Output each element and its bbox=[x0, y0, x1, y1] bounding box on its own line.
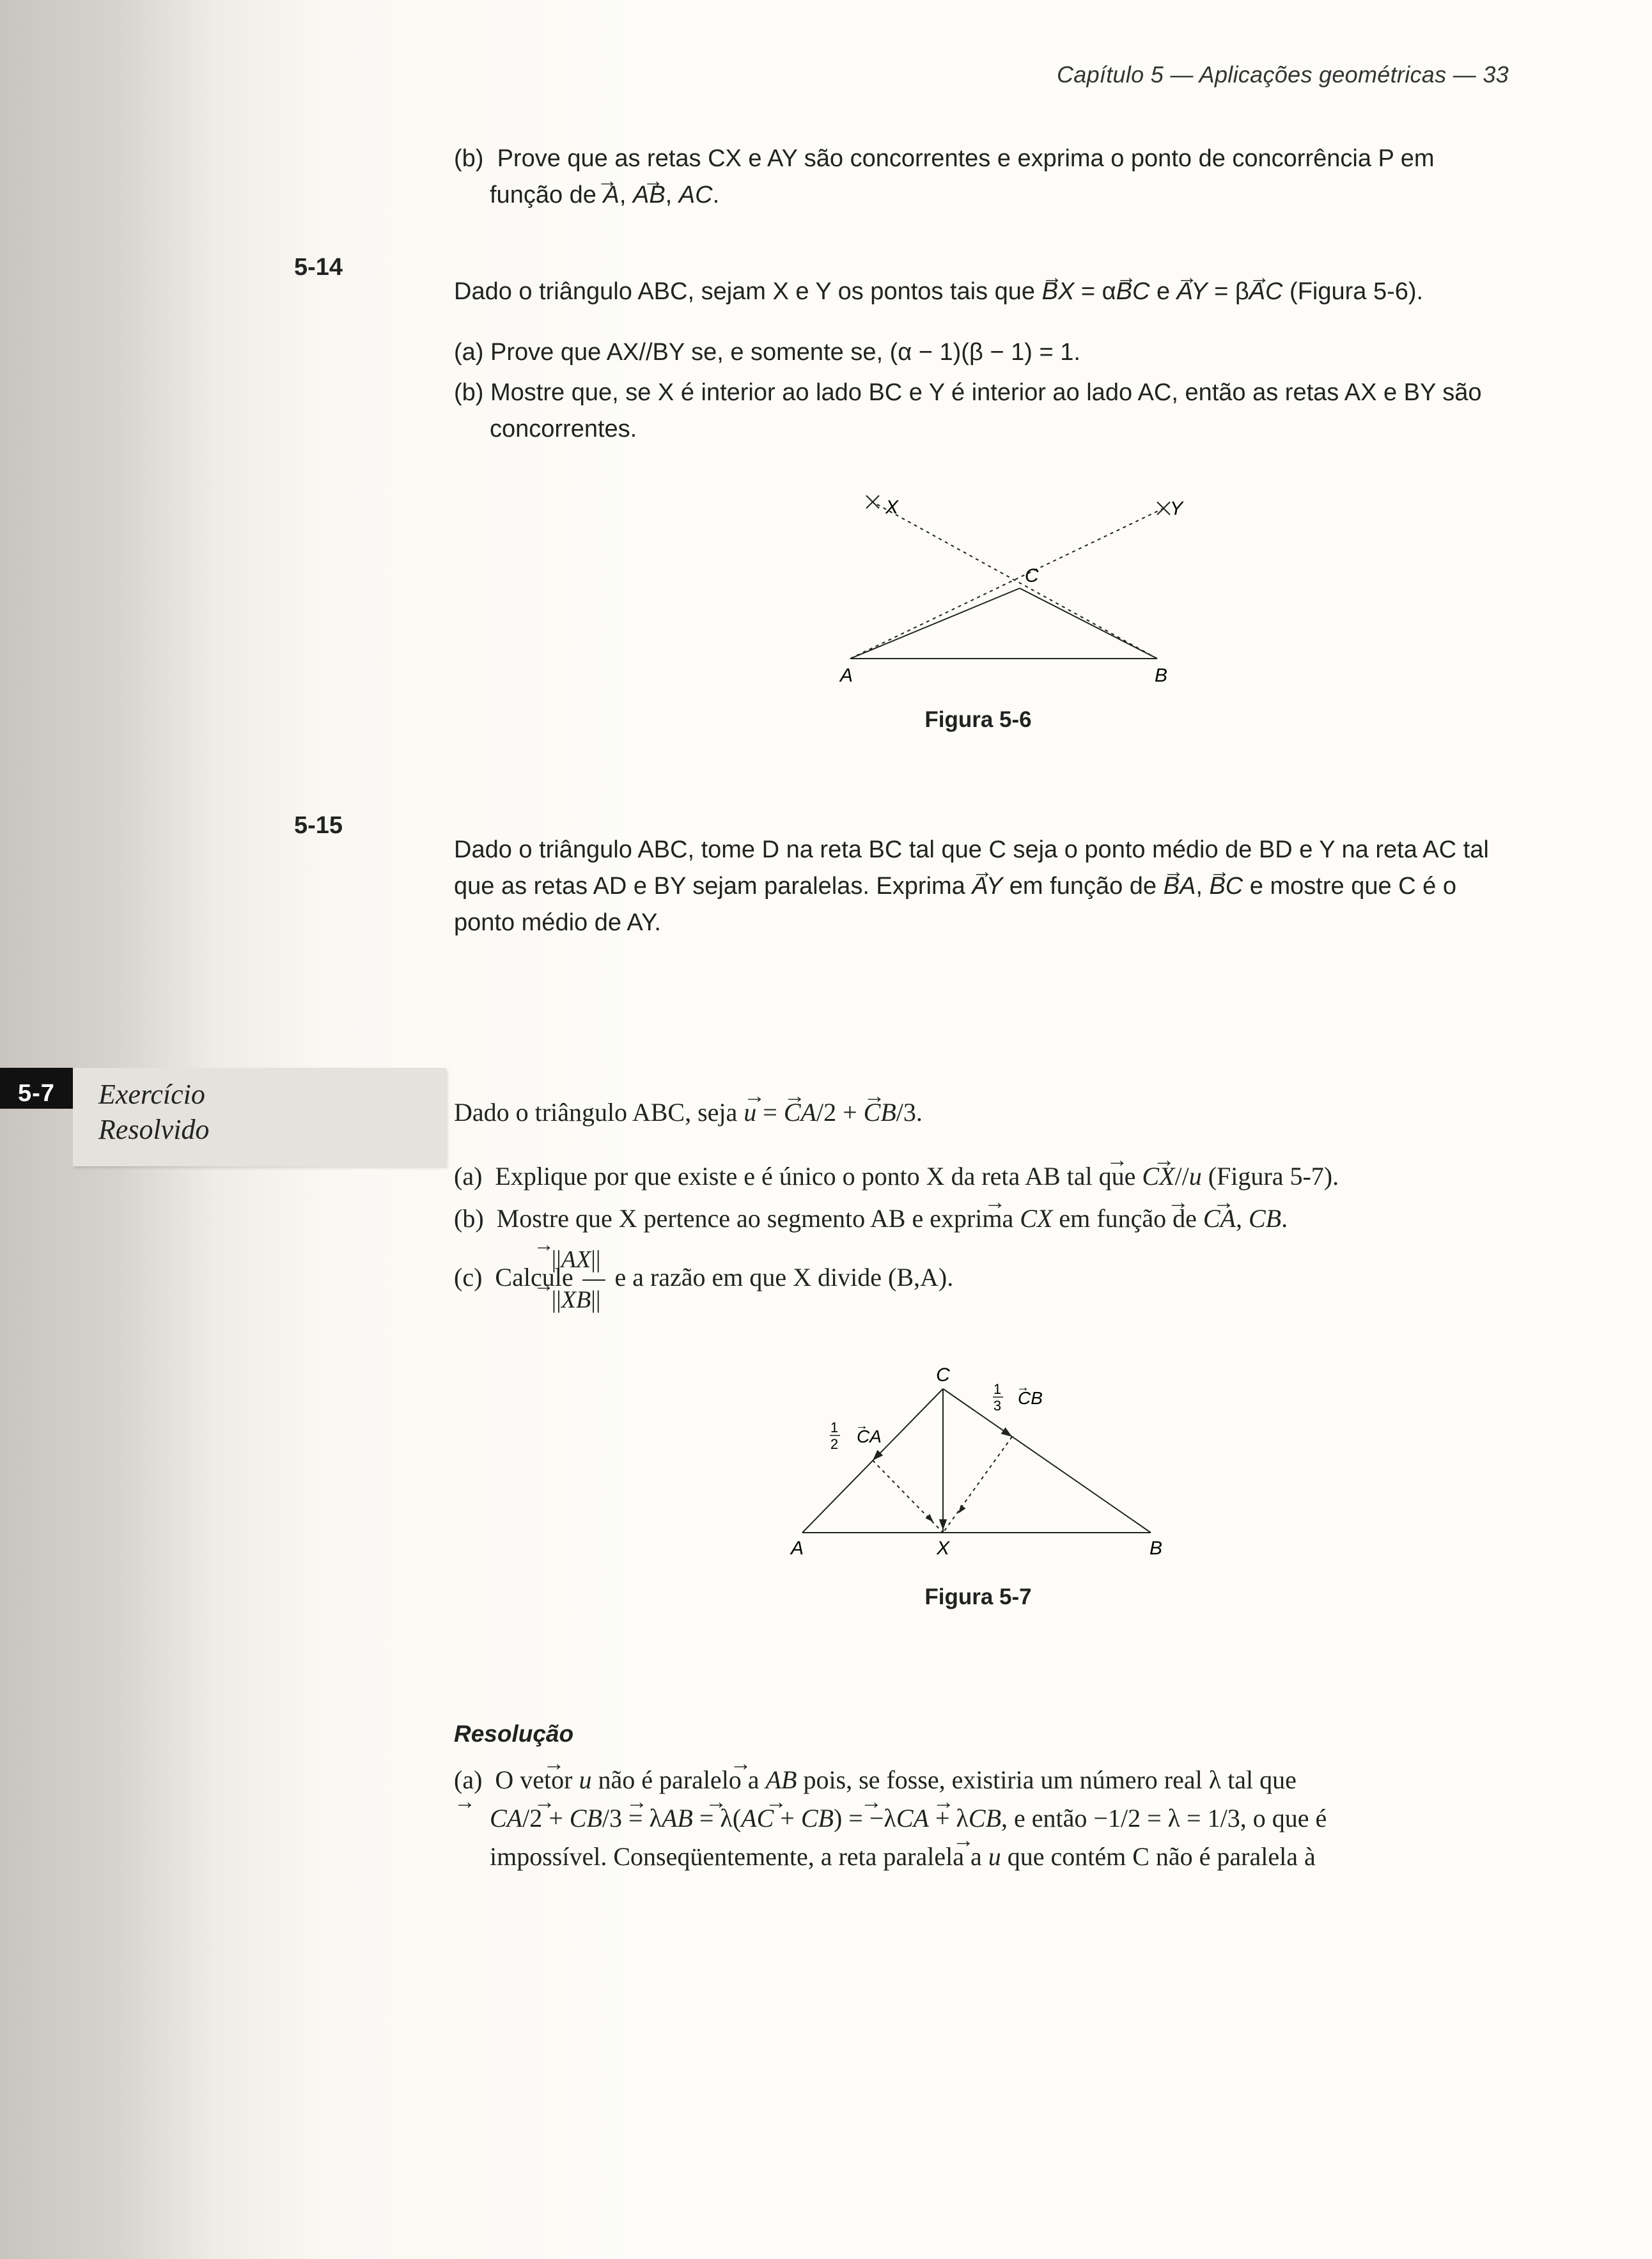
item-b: (b) Mostre que X pertence ao segmento AB… bbox=[454, 1200, 1502, 1238]
page-number: 33 bbox=[1483, 61, 1509, 88]
exercise-title-badge: Exercício Resolvido bbox=[73, 1068, 446, 1166]
problem-statement: Dado o triângulo ABC, sejam X e Y os pon… bbox=[454, 274, 1502, 310]
figure-5-6-caption: Figura 5-6 bbox=[454, 703, 1502, 737]
svg-text:A: A bbox=[790, 1538, 804, 1559]
svg-text:X: X bbox=[885, 497, 899, 518]
figure-5-6: A B C X Y bbox=[716, 480, 1240, 684]
svg-text:3: 3 bbox=[994, 1398, 1001, 1414]
svg-text:C: C bbox=[1025, 565, 1039, 586]
problem-5-15: 5-15 Dado o triângulo ABC, tome D na ret… bbox=[185, 808, 1560, 965]
worked-exercise-5-7: 5-7 Exercício Resolvido Dado o triângulo… bbox=[0, 1068, 1560, 1880]
svg-text:2: 2 bbox=[830, 1436, 838, 1452]
item-c: (c) Calcule ||AX||||XB|| e a razão em qu… bbox=[454, 1242, 1502, 1318]
b-text-line2: função de A, AB, AC. bbox=[490, 182, 719, 208]
figure-5-7: ABCX12CA→13CB→ bbox=[729, 1363, 1227, 1561]
svg-text:C: C bbox=[936, 1364, 950, 1386]
svg-text:1: 1 bbox=[994, 1381, 1001, 1397]
svg-text:→: → bbox=[1017, 1380, 1029, 1395]
resolution-heading: Resolução bbox=[454, 1716, 1502, 1752]
svg-text:B: B bbox=[1155, 665, 1167, 684]
item-b: (b) Mostre que, se X é interior ao lado … bbox=[454, 375, 1502, 448]
svg-text:A: A bbox=[839, 665, 853, 684]
svg-text:1: 1 bbox=[830, 1419, 838, 1435]
b-marker: (b) bbox=[454, 145, 483, 172]
resolution-a: (a) O vetor u não é paralelo a AB pois, … bbox=[454, 1761, 1502, 1876]
item-a: (a) Explique por que existe e é único o … bbox=[454, 1157, 1502, 1196]
scanned-page: Capítulo 5 — Aplicações geométricas — 33… bbox=[0, 0, 1652, 2259]
b-text-line1: Prove que as retas CX e AY são concorren… bbox=[497, 145, 1435, 172]
item-b: (b) Prove que as retas CX e AY são conco… bbox=[454, 141, 1502, 214]
page-content: Capítulo 5 — Aplicações geométricas — 33… bbox=[185, 58, 1560, 1912]
svg-text:Y: Y bbox=[1170, 498, 1184, 519]
item-a: (a) Prove que AX//BY se, e somente se, (… bbox=[454, 334, 1502, 371]
problem-5-14: 5-14 Dado o triângulo ABC, sejam X e Y o… bbox=[185, 249, 1560, 776]
running-header: Capítulo 5 — Aplicações geométricas — 33 bbox=[185, 58, 1560, 92]
exercise-badge: 5-7 Exercício Resolvido bbox=[0, 1068, 454, 1164]
svg-text:B: B bbox=[1149, 1538, 1162, 1559]
chapter-label: Capítulo 5 — Aplicações geométricas — bbox=[1057, 61, 1483, 88]
exercise-statement: Dado o triângulo ABC, seja u = CA/2 + CB… bbox=[454, 1093, 1502, 1132]
problem-statement: Dado o triângulo ABC, tome D na reta BC … bbox=[454, 832, 1502, 941]
problem-number: 5-15 bbox=[294, 808, 343, 844]
svg-text:→: → bbox=[855, 1419, 868, 1433]
fraction-ax-xb: ||AX||||XB|| bbox=[582, 1242, 606, 1318]
svg-text:X: X bbox=[936, 1538, 950, 1559]
exercise-number-badge: 5-7 bbox=[0, 1068, 73, 1109]
problem-number: 5-14 bbox=[294, 249, 343, 286]
figure-5-7-caption: Figura 5-7 bbox=[454, 1581, 1502, 1614]
problem-5-13b-continuation: (b) Prove que as retas CX e AY são conco… bbox=[185, 137, 1560, 217]
